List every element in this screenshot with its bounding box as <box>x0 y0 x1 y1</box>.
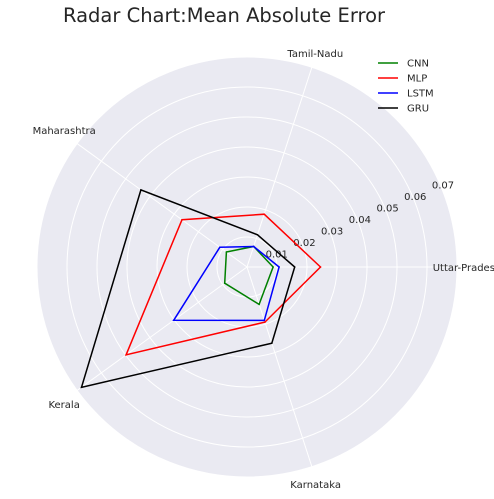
data-point-gru <box>80 386 83 389</box>
spoke-gridline <box>76 266 248 391</box>
legend-label-mlp: MLP <box>407 74 427 85</box>
chart-title: Radar Chart:Mean Absolute Error <box>63 4 386 27</box>
radial-tick-label: 0.03 <box>321 227 343 238</box>
legend-label-gru: GRU <box>407 104 429 115</box>
data-point-cnn <box>272 266 274 268</box>
data-point-cnn <box>225 251 228 253</box>
category-label: Karnataka <box>290 480 341 491</box>
legend-label-lstm: LSTM <box>407 89 434 100</box>
spoke-gridline <box>76 143 248 268</box>
data-point-mlp <box>319 266 322 268</box>
data-point-gru <box>293 266 296 268</box>
data-point-gru <box>270 342 273 344</box>
data-point-cnn <box>258 303 260 306</box>
legend: CNN MLP LSTM GRU <box>378 59 434 115</box>
data-point-lstm <box>219 246 221 249</box>
data-point-mlp <box>125 354 127 356</box>
data-point-lstm <box>278 266 280 268</box>
data-point-gru <box>256 233 259 236</box>
radial-tick-label: 0.05 <box>376 204 398 215</box>
category-label: Kerala <box>48 400 79 411</box>
data-point-lstm <box>172 319 175 322</box>
legend-label-cnn: CNN <box>407 59 429 70</box>
radial-tick-label: 0.01 <box>266 250 288 261</box>
radial-tick-label: 0.07 <box>432 181 454 192</box>
radial-tick-label: 0.06 <box>404 192 426 203</box>
spoke-gridline <box>246 67 313 268</box>
data-point-lstm <box>263 319 266 322</box>
spoke-gridline <box>246 266 313 467</box>
category-label: Maharashtra <box>33 126 96 137</box>
data-point-mlp <box>181 218 183 221</box>
data-point-gru <box>140 189 142 191</box>
data-point-mlp <box>263 213 265 216</box>
data-point-mlp <box>264 321 266 323</box>
radial-tick-label: 0.02 <box>293 238 315 249</box>
series-line-mlp <box>124 213 322 356</box>
radar-plot-area: 0.01 0.02 0.03 0.04 0.05 0.06 0.07 Uttar-Prades… <box>33 49 494 491</box>
series-line-gru <box>80 188 296 389</box>
radial-tick-label: 0.04 <box>349 215 371 226</box>
category-label: Uttar-Pradesh <box>433 263 494 274</box>
data-point-lstm <box>252 245 255 248</box>
category-label: Tamil-Nadu <box>286 49 343 60</box>
series-line-lstm <box>172 245 280 322</box>
data-point-cnn <box>223 282 226 285</box>
